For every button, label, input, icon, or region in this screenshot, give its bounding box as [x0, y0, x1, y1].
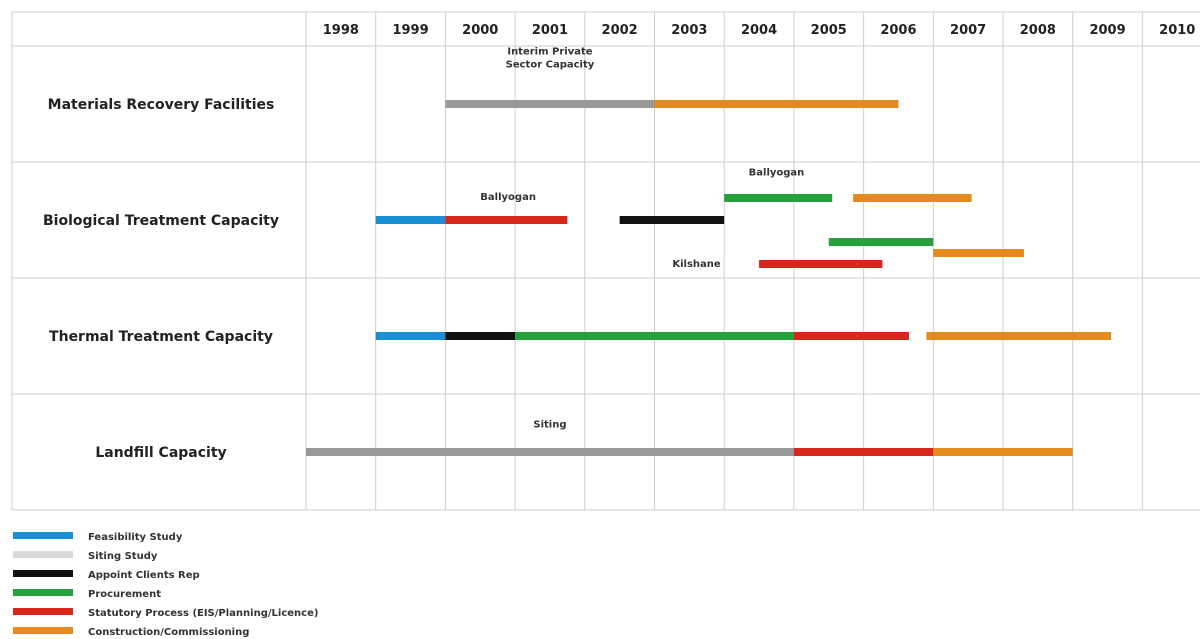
task-bar-siting_bar: [445, 100, 655, 108]
bar-annotations: Interim Private Sector Capacity Ballyogan B…: [480, 46, 804, 430]
year-label: 1999: [392, 23, 428, 38]
task-bar-statutory: [793, 448, 934, 456]
task-bar-construction: [926, 332, 1112, 340]
bar-annotation: Sector Capacity: [506, 59, 595, 70]
legend-label: Appoint Clients Rep: [88, 570, 200, 581]
legend-swatch: [13, 532, 73, 539]
task-bar-procurement: [515, 332, 794, 340]
bar-annotation: Kilshane: [672, 259, 721, 270]
legend-label: Construction/Commissioning: [88, 627, 249, 638]
legend-label: Siting Study: [88, 551, 158, 562]
legend-swatch: [13, 589, 73, 596]
year-label: 2010: [1159, 23, 1195, 38]
legend-swatch: [13, 570, 73, 577]
year-header: 1998 1999 2000 2001 2002 2003 2004 2005 2006 2007…: [323, 23, 1196, 38]
row-labels: Materials Recovery Facilities Biological …: [43, 97, 279, 461]
year-label: 2006: [880, 23, 916, 38]
legend-swatch: [13, 608, 73, 615]
year-label: 2001: [532, 23, 568, 38]
task-bars: [306, 100, 1112, 456]
task-bar-statutory: [793, 332, 909, 340]
task-bar-statutory: [445, 216, 568, 224]
task-bar-procurement: [724, 194, 833, 202]
task-bar-statutory: [759, 260, 883, 268]
grid-frame: [11, 11, 1200, 511]
row-label: Thermal Treatment Capacity: [49, 329, 273, 345]
bar-annotation: Ballyogan: [480, 192, 536, 203]
legend-swatch: [13, 551, 73, 558]
legend: Feasibility Study Siting Study Appoint Cli…: [13, 532, 318, 638]
year-label: 2003: [671, 23, 707, 38]
bar-annotation: Ballyogan: [749, 168, 805, 179]
row-label: Materials Recovery Facilities: [48, 97, 275, 113]
task-bar-construction: [933, 448, 1073, 456]
task-bar-construction: [654, 100, 899, 108]
row-label: Landfill Capacity: [95, 445, 226, 461]
year-label: 1998: [323, 23, 359, 38]
year-label: 2005: [811, 23, 847, 38]
year-label: 2007: [950, 23, 986, 38]
task-bar-construction: [853, 194, 972, 202]
year-label: 2004: [741, 23, 777, 38]
bar-annotation: Siting: [533, 419, 566, 430]
task-bar-construction: [933, 249, 1024, 257]
year-label: 2000: [462, 23, 498, 38]
legend-label: Procurement: [88, 589, 161, 600]
legend-swatch: [13, 627, 73, 634]
legend-label: Statutory Process (EIS/Planning/Licence): [88, 608, 318, 619]
legend-label: Feasibility Study: [88, 532, 183, 543]
year-label: 2002: [602, 23, 638, 38]
task-bar-feasibility: [375, 216, 446, 224]
year-label: 2008: [1020, 23, 1056, 38]
task-bar-clients_rep: [445, 332, 516, 340]
bar-annotation: Interim Private: [507, 46, 592, 57]
task-bar-siting_bar: [306, 448, 794, 456]
task-bar-procurement: [828, 238, 934, 246]
task-bar-clients_rep: [619, 216, 725, 224]
row-label: Biological Treatment Capacity: [43, 213, 279, 229]
year-label: 2009: [1089, 23, 1125, 38]
task-bar-feasibility: [375, 332, 446, 340]
chart-grid: [11, 11, 1200, 511]
